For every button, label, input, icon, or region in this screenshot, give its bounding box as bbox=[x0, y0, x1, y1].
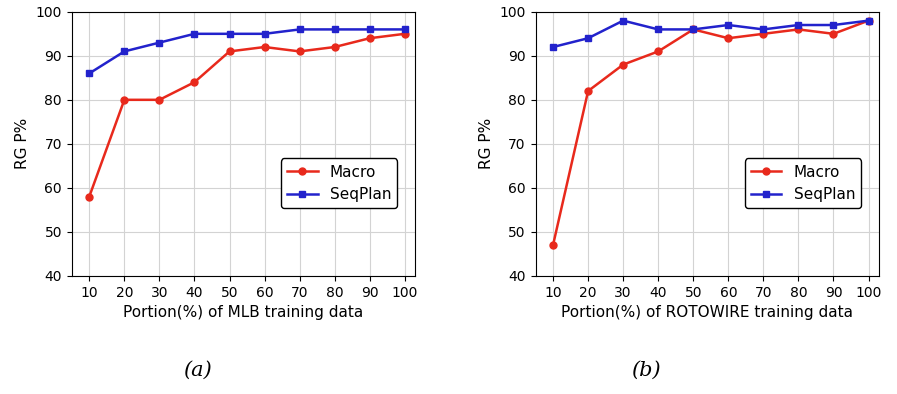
Line: SeqPlan: SeqPlan bbox=[550, 17, 872, 50]
Macro bbox=[259, 45, 270, 49]
Macro bbox=[653, 49, 664, 54]
Macro bbox=[758, 32, 769, 36]
SeqPlan bbox=[723, 23, 734, 28]
Macro bbox=[119, 97, 130, 102]
Macro bbox=[583, 89, 594, 93]
Macro bbox=[723, 36, 734, 41]
Macro bbox=[863, 18, 874, 23]
SeqPlan bbox=[84, 71, 95, 76]
SeqPlan bbox=[653, 27, 664, 32]
SeqPlan bbox=[793, 23, 804, 28]
Macro bbox=[793, 27, 804, 32]
X-axis label: Portion(%) of ROTOWIRE training data: Portion(%) of ROTOWIRE training data bbox=[562, 305, 853, 320]
Macro bbox=[399, 32, 410, 36]
SeqPlan bbox=[154, 40, 165, 45]
Legend: Macro, SeqPlan: Macro, SeqPlan bbox=[281, 158, 397, 208]
Macro bbox=[688, 27, 699, 32]
Macro bbox=[84, 194, 95, 199]
Macro bbox=[548, 243, 559, 247]
SeqPlan bbox=[364, 27, 375, 32]
Legend: Macro, SeqPlan: Macro, SeqPlan bbox=[745, 158, 861, 208]
Text: (b): (b) bbox=[631, 361, 661, 380]
Line: SeqPlan: SeqPlan bbox=[86, 26, 408, 77]
Line: Macro: Macro bbox=[86, 30, 408, 200]
SeqPlan bbox=[259, 32, 270, 36]
SeqPlan bbox=[399, 27, 410, 32]
Macro bbox=[154, 97, 165, 102]
SeqPlan bbox=[294, 27, 305, 32]
SeqPlan bbox=[758, 27, 769, 32]
Macro bbox=[364, 36, 375, 41]
Line: Macro: Macro bbox=[550, 17, 872, 249]
Macro bbox=[294, 49, 305, 54]
SeqPlan bbox=[189, 32, 200, 36]
SeqPlan bbox=[583, 36, 594, 41]
SeqPlan bbox=[828, 23, 839, 28]
Macro bbox=[224, 49, 235, 54]
Y-axis label: RG P%: RG P% bbox=[15, 118, 30, 169]
SeqPlan bbox=[863, 18, 874, 23]
Macro bbox=[329, 45, 340, 49]
Macro bbox=[828, 32, 839, 36]
Macro bbox=[618, 62, 629, 67]
SeqPlan bbox=[119, 49, 130, 54]
SeqPlan bbox=[548, 45, 559, 49]
SeqPlan bbox=[688, 27, 699, 32]
X-axis label: Portion(%) of MLB training data: Portion(%) of MLB training data bbox=[124, 305, 363, 320]
Text: (a): (a) bbox=[183, 361, 212, 380]
Macro bbox=[189, 80, 200, 85]
Y-axis label: RG P%: RG P% bbox=[479, 118, 494, 169]
SeqPlan bbox=[224, 32, 235, 36]
SeqPlan bbox=[329, 27, 340, 32]
SeqPlan bbox=[618, 18, 629, 23]
